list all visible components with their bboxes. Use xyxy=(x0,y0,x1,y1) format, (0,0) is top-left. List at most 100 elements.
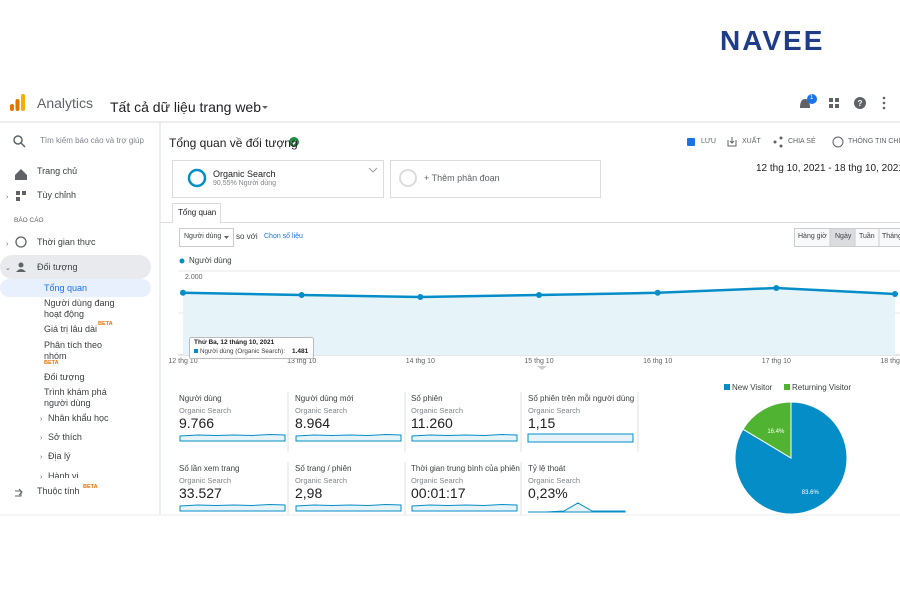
legend-swatch xyxy=(724,384,730,390)
beta-badge: BETA xyxy=(83,484,98,490)
segment-share: 90,55% Người dùng xyxy=(213,180,276,187)
nav-subitem[interactable]: Giá trị lâu dài xyxy=(44,324,98,334)
date-range[interactable]: 12 thg 10, 2021 - 18 thg 10, 2021 xyxy=(756,163,900,174)
nav-item[interactable]: Trang chủ xyxy=(37,166,78,176)
analytics-logo xyxy=(10,94,25,111)
save-icon[interactable] xyxy=(687,138,695,146)
metric-segment: Organic Search xyxy=(295,476,348,485)
nav-subitem[interactable]: Nhân khẩu học xyxy=(48,413,109,423)
compare-label: so với xyxy=(236,232,258,241)
svg-text:›: › xyxy=(6,194,9,201)
metric-select-label[interactable]: Người dùng xyxy=(184,233,222,240)
nav-subitem[interactable]: Trình khám phá người dùng xyxy=(44,387,107,408)
attributes-icon xyxy=(15,488,23,497)
nav-subitem[interactable]: Tổng quan xyxy=(44,283,88,293)
search-icon[interactable] xyxy=(13,135,26,148)
x-tick-label: 13 thg 10 xyxy=(287,358,316,365)
metric-value: 33.527 xyxy=(179,485,222,501)
nav-item[interactable]: Thời gian thực xyxy=(37,237,96,247)
metric-name: Số phiên trên mỗi người dùng xyxy=(528,394,635,403)
svg-text:›: › xyxy=(40,454,43,461)
insights-icon[interactable] xyxy=(832,136,844,148)
tooltip-swatch xyxy=(194,349,198,353)
chart-legend: Người dùng xyxy=(189,256,232,265)
choose-metric[interactable]: Chọn số liệu xyxy=(264,233,303,240)
granularity-button[interactable]: Ngày xyxy=(835,233,852,240)
svg-text:⌄: ⌄ xyxy=(5,265,11,272)
granularity-button[interactable]: Tháng xyxy=(882,233,900,240)
x-tick-label: 14 thg 10 xyxy=(406,358,435,365)
page-title: Tổng quan về đối tượng xyxy=(169,136,298,150)
metric-segment: Organic Search xyxy=(179,406,232,415)
nav-subitem[interactable]: Đối tượng xyxy=(44,372,85,382)
toolbar-button[interactable]: XUẤT xyxy=(742,138,761,145)
metric-segment: Organic Search xyxy=(411,476,464,485)
brand: NAVEE xyxy=(720,25,825,56)
nav-item[interactable]: Thuộc tính xyxy=(37,486,80,496)
notifications-icon[interactable] xyxy=(800,94,817,108)
add-segment-ring xyxy=(399,169,417,187)
granularity-active xyxy=(830,229,855,246)
verified-icon xyxy=(289,137,299,147)
toolbar-button[interactable]: THÔNG TIN CHI TIẾT xyxy=(848,138,900,145)
legend-label: Returning Visitor xyxy=(792,383,851,392)
active-section xyxy=(0,255,151,279)
beta-badge: BETA xyxy=(98,321,113,327)
apps-icon[interactable] xyxy=(829,98,839,108)
share-icon[interactable] xyxy=(773,136,783,148)
add-segment-card[interactable] xyxy=(390,160,601,198)
point xyxy=(773,285,780,292)
tooltip-series: Người dùng (Organic Search): xyxy=(200,348,285,355)
point xyxy=(654,289,661,296)
export-icon[interactable] xyxy=(727,137,737,147)
tab-label[interactable]: Tổng quan xyxy=(178,208,217,217)
metric-segment: Organic Search xyxy=(528,476,581,485)
segment-dropdown[interactable] xyxy=(368,167,378,173)
help-icon[interactable]: ? xyxy=(854,97,866,109)
segment-card[interactable] xyxy=(172,160,384,198)
pie-slice xyxy=(734,401,848,515)
nav-subitem[interactable]: Phân tích theo nhóm xyxy=(44,340,103,361)
toolbar-button[interactable]: LƯU xyxy=(701,138,716,145)
metric-value: 9.766 xyxy=(179,415,215,431)
x-tick-label: 17 thg 10 xyxy=(762,358,791,365)
metric-value: 8.964 xyxy=(295,415,331,431)
metric-name: Số phiên xyxy=(411,394,443,403)
verified-check xyxy=(291,140,297,145)
chart-resize[interactable] xyxy=(537,366,547,370)
active-item xyxy=(0,279,151,297)
toolbar-button[interactable]: CHIA SẺ xyxy=(788,138,816,145)
sparklines xyxy=(179,433,634,513)
add-segment[interactable]: + Thêm phân đoạn xyxy=(424,173,500,183)
nav-item[interactable]: Tùy chỉnh xyxy=(37,190,77,200)
metric-name: Tỷ lệ thoát xyxy=(528,464,566,473)
metric-segment: Organic Search xyxy=(295,406,348,415)
nav-subitem[interactable]: Địa lý xyxy=(48,451,71,461)
nav-subitem[interactable]: Sở thích xyxy=(48,432,82,442)
svg-text:›: › xyxy=(40,416,43,423)
metric-dividers xyxy=(287,392,639,515)
x-tick-label: 15 thg 10 xyxy=(524,358,553,365)
metric-name: Số trang / phiên xyxy=(295,464,352,473)
point xyxy=(417,293,424,300)
granularity-button[interactable]: Hàng giờ xyxy=(798,233,827,240)
segment-ring xyxy=(187,168,207,188)
notification-count: 1 xyxy=(810,95,814,101)
legend-dot xyxy=(179,258,185,264)
dropdown-arrow[interactable] xyxy=(262,106,268,109)
metric-segment: Organic Search xyxy=(179,476,232,485)
app-name: Analytics xyxy=(37,95,94,111)
property-selector[interactable]: Tất cả dữ liệu trang web xyxy=(110,99,262,115)
more-icon[interactable] xyxy=(882,96,886,110)
nav-subitem[interactable]: Hành vi xyxy=(48,471,79,478)
search-box[interactable]: Tìm kiếm báo cáo và trợ giúp xyxy=(40,136,144,145)
granularity-button[interactable]: Tuần xyxy=(859,233,875,240)
metric-name: Số lần xem trang xyxy=(179,464,240,473)
point xyxy=(180,289,186,296)
metric-value: 1,15 xyxy=(528,415,556,431)
metric-select[interactable] xyxy=(179,228,234,247)
audience-icon xyxy=(16,262,26,272)
nav-subitem[interactable]: Người dùng đang hoạt động xyxy=(44,298,115,319)
nav-item[interactable]: Đối tượng xyxy=(37,262,78,272)
